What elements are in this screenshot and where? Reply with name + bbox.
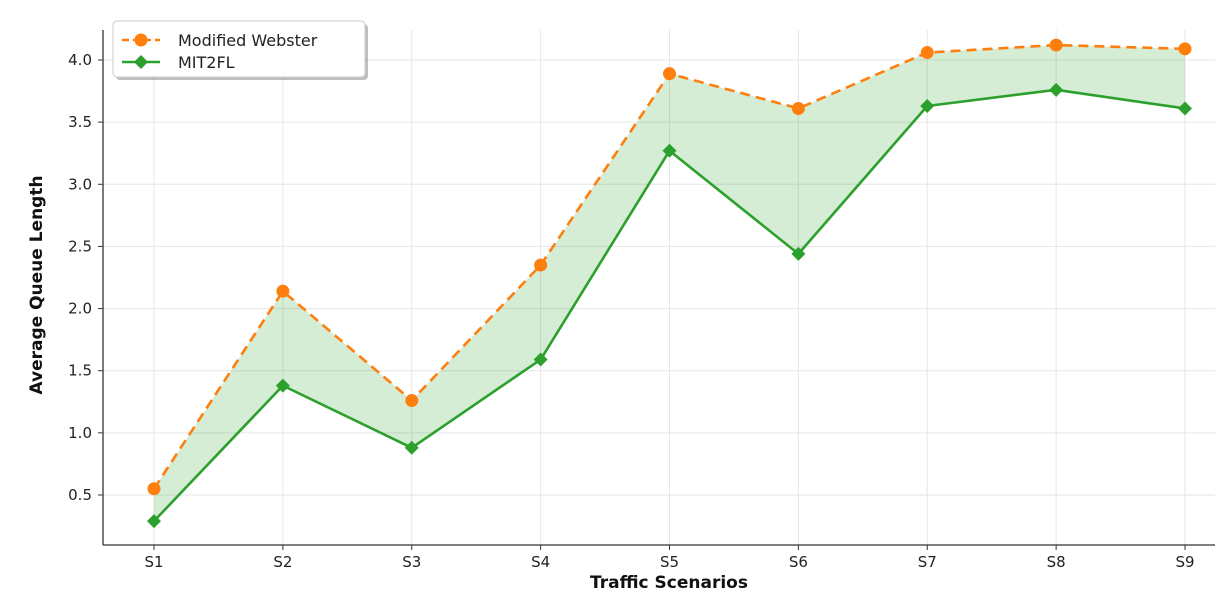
y-tick-label: 1.5: [68, 362, 92, 380]
data-point-modified-webster: [1049, 38, 1063, 52]
y-tick-label: 2.0: [68, 300, 92, 318]
x-tick-label: S8: [1047, 553, 1066, 571]
x-axis-title: Traffic Scenarios: [590, 573, 748, 592]
data-point-modified-webster: [791, 101, 805, 115]
y-tick-label: 3.5: [68, 113, 92, 131]
x-tick-label: S1: [144, 553, 163, 571]
data-point-modified-webster: [534, 258, 548, 272]
y-tick-label: 4.0: [68, 51, 92, 69]
data-point-mit2fl: [920, 98, 935, 113]
data-point-mit2fl: [1178, 101, 1192, 116]
data-point-modified-webster: [147, 482, 161, 496]
legend: Modified Webster MIT2FL: [112, 20, 368, 80]
data-point-mit2fl: [147, 514, 161, 529]
data-point-mit2fl: [404, 440, 419, 455]
data-point-mit2fl: [662, 143, 677, 158]
x-tick-label: S7: [918, 553, 937, 571]
x-tick-label: S5: [660, 553, 679, 571]
y-tick-label: 1.0: [68, 424, 92, 442]
data-point-modified-webster: [405, 394, 419, 408]
data-point-modified-webster: [920, 46, 934, 60]
x-tick-label: S9: [1175, 553, 1194, 571]
y-tick-label: 2.5: [68, 237, 92, 255]
legend-label-modified-webster: Modified Webster: [178, 31, 318, 50]
y-tick-label: 0.5: [68, 486, 92, 504]
legend-marker-mit2fl: [134, 55, 148, 69]
data-point-mit2fl: [533, 352, 548, 367]
x-tick-label: S2: [273, 553, 292, 571]
axes: [102, 30, 1215, 546]
legend-box: [112, 20, 366, 78]
x-tick-label: S6: [789, 553, 808, 571]
x-tick-label: S4: [531, 553, 550, 571]
grid: [103, 30, 1215, 545]
data-point-modified-webster: [1178, 42, 1192, 56]
data-point-mit2fl: [1049, 82, 1064, 97]
data-point-mit2fl: [791, 246, 806, 261]
data-point-modified-webster: [663, 67, 676, 81]
y-tick-label: 3.0: [68, 175, 92, 193]
series-group: [147, 38, 1192, 529]
legend-label-mit2fl: MIT2FL: [178, 53, 235, 72]
legend-marker-modified-webster: [134, 33, 148, 47]
tick-labels: S1 S2 S3 S4 S5 S6 S7 S8 S9 0.5 1.0 1.5 2.0 2.5 3.0 3.5 4…: [68, 51, 1194, 571]
data-point-mit2fl: [275, 378, 290, 393]
x-tick-label: S3: [402, 553, 421, 571]
y-axis-title: Average Queue Length: [27, 175, 47, 394]
data-point-modified-webster: [276, 284, 290, 298]
